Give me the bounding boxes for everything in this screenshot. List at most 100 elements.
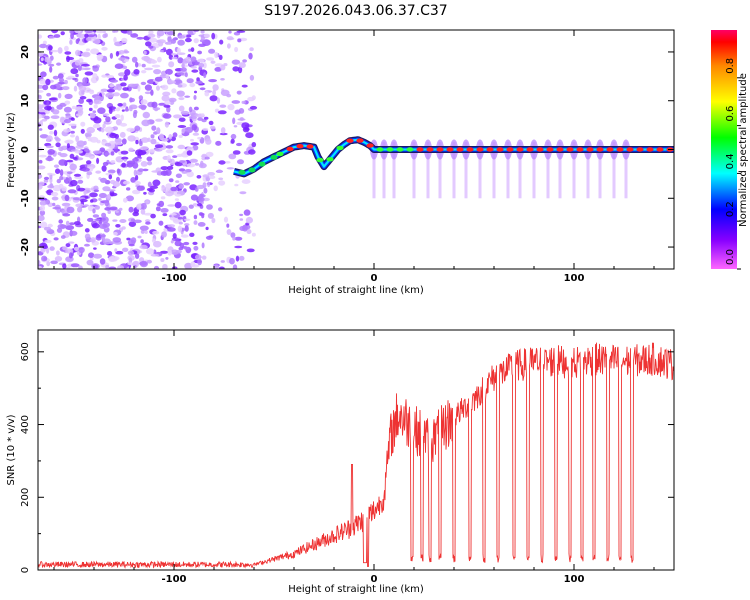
noise-blob xyxy=(105,92,115,98)
noise-blob xyxy=(97,107,106,114)
noise-blob xyxy=(122,87,129,91)
noise-blob xyxy=(172,233,177,239)
noise-blob xyxy=(207,212,214,219)
noise-blob xyxy=(91,223,100,229)
noise-blob xyxy=(118,57,126,61)
noise-blob xyxy=(153,69,162,75)
noise-blob xyxy=(104,142,112,147)
noise-blob xyxy=(151,125,157,131)
noise-blob xyxy=(128,206,134,213)
noise-blob xyxy=(249,47,254,52)
noise-blob xyxy=(102,33,107,39)
noise-blob xyxy=(94,96,103,101)
figure-title: S197.2026.043.06.37.C37 xyxy=(264,3,447,19)
noise-blob xyxy=(214,108,220,113)
noise-blob xyxy=(161,137,169,142)
noise-blob xyxy=(181,128,186,133)
noise-blob xyxy=(148,148,156,153)
noise-blob xyxy=(109,192,118,197)
noise-blob xyxy=(38,63,43,66)
noise-blob xyxy=(130,177,137,183)
noise-blob xyxy=(108,256,116,262)
track-peak xyxy=(286,146,294,152)
noise-blob xyxy=(197,137,202,140)
noise-blob xyxy=(140,202,147,210)
noise-blob xyxy=(70,117,75,121)
track-peak xyxy=(366,143,374,148)
noise-blob xyxy=(47,124,54,130)
track-peak xyxy=(456,147,464,152)
noise-blob xyxy=(80,128,85,134)
noise-blob xyxy=(46,247,50,254)
noise-blob xyxy=(209,125,216,130)
noise-blob xyxy=(125,195,134,202)
noise-blob xyxy=(173,79,183,85)
noise-blob xyxy=(57,73,64,79)
noise-blob xyxy=(218,54,223,61)
noise-blob xyxy=(64,139,74,145)
noise-blob xyxy=(170,53,177,56)
noise-blob xyxy=(220,127,226,134)
noise-blob xyxy=(148,37,158,43)
noise-blob xyxy=(169,99,175,105)
noise-blob xyxy=(140,81,147,86)
pulse-streak xyxy=(532,142,536,199)
track-peak xyxy=(386,147,394,152)
noise-blob xyxy=(83,190,87,196)
noise-blob xyxy=(148,30,154,35)
noise-blob xyxy=(123,74,128,81)
track-peak xyxy=(546,147,554,152)
noise-blob xyxy=(236,30,246,33)
noise-blob xyxy=(81,167,90,172)
noise-blob xyxy=(104,207,111,211)
noise-blob xyxy=(51,196,59,201)
noise-blob xyxy=(90,199,94,203)
noise-blob xyxy=(57,81,66,85)
noise-blob xyxy=(38,265,43,269)
noise-blob xyxy=(160,166,169,171)
noise-blob xyxy=(106,75,114,79)
noise-blob xyxy=(198,62,205,68)
noise-blob xyxy=(66,206,75,214)
noise-blob xyxy=(186,163,196,168)
noise-blob xyxy=(118,207,123,211)
noise-blob xyxy=(57,47,63,54)
noise-blob xyxy=(228,153,237,160)
noise-blob xyxy=(207,181,211,188)
noise-blob xyxy=(140,209,146,215)
noise-blob xyxy=(208,120,214,126)
noise-blob xyxy=(224,161,231,164)
noise-blob xyxy=(165,73,170,80)
noise-blob xyxy=(68,241,75,244)
noise-blob xyxy=(42,245,48,249)
noise-blob xyxy=(197,222,206,227)
noise-blob xyxy=(149,185,159,189)
noise-blob xyxy=(93,185,99,191)
noise-blob xyxy=(248,149,256,155)
noise-blob xyxy=(38,89,44,93)
noise-blob xyxy=(66,159,74,163)
track-peak xyxy=(316,157,324,163)
noise-blob xyxy=(212,84,219,91)
noise-blob xyxy=(68,222,76,226)
noise-blob xyxy=(123,65,128,70)
noise-blob xyxy=(169,158,175,165)
noise-blob xyxy=(84,30,94,34)
noise-blob xyxy=(75,135,80,143)
pulse-streak xyxy=(438,142,442,199)
noise-blob xyxy=(102,222,110,228)
noise-blob xyxy=(43,176,50,180)
track-peak xyxy=(626,147,634,152)
noise-blob xyxy=(239,117,244,121)
noise-blob xyxy=(50,49,59,53)
noise-blob xyxy=(158,102,167,106)
noise-blob xyxy=(56,62,62,66)
pulse-streak xyxy=(546,142,550,199)
noise-blob xyxy=(117,103,123,107)
noise-blob xyxy=(115,224,121,228)
noise-blob xyxy=(93,99,102,105)
noise-blob xyxy=(178,184,184,189)
noise-blob xyxy=(170,186,177,192)
pulse-streak xyxy=(598,142,602,199)
noise-blob xyxy=(92,73,98,79)
